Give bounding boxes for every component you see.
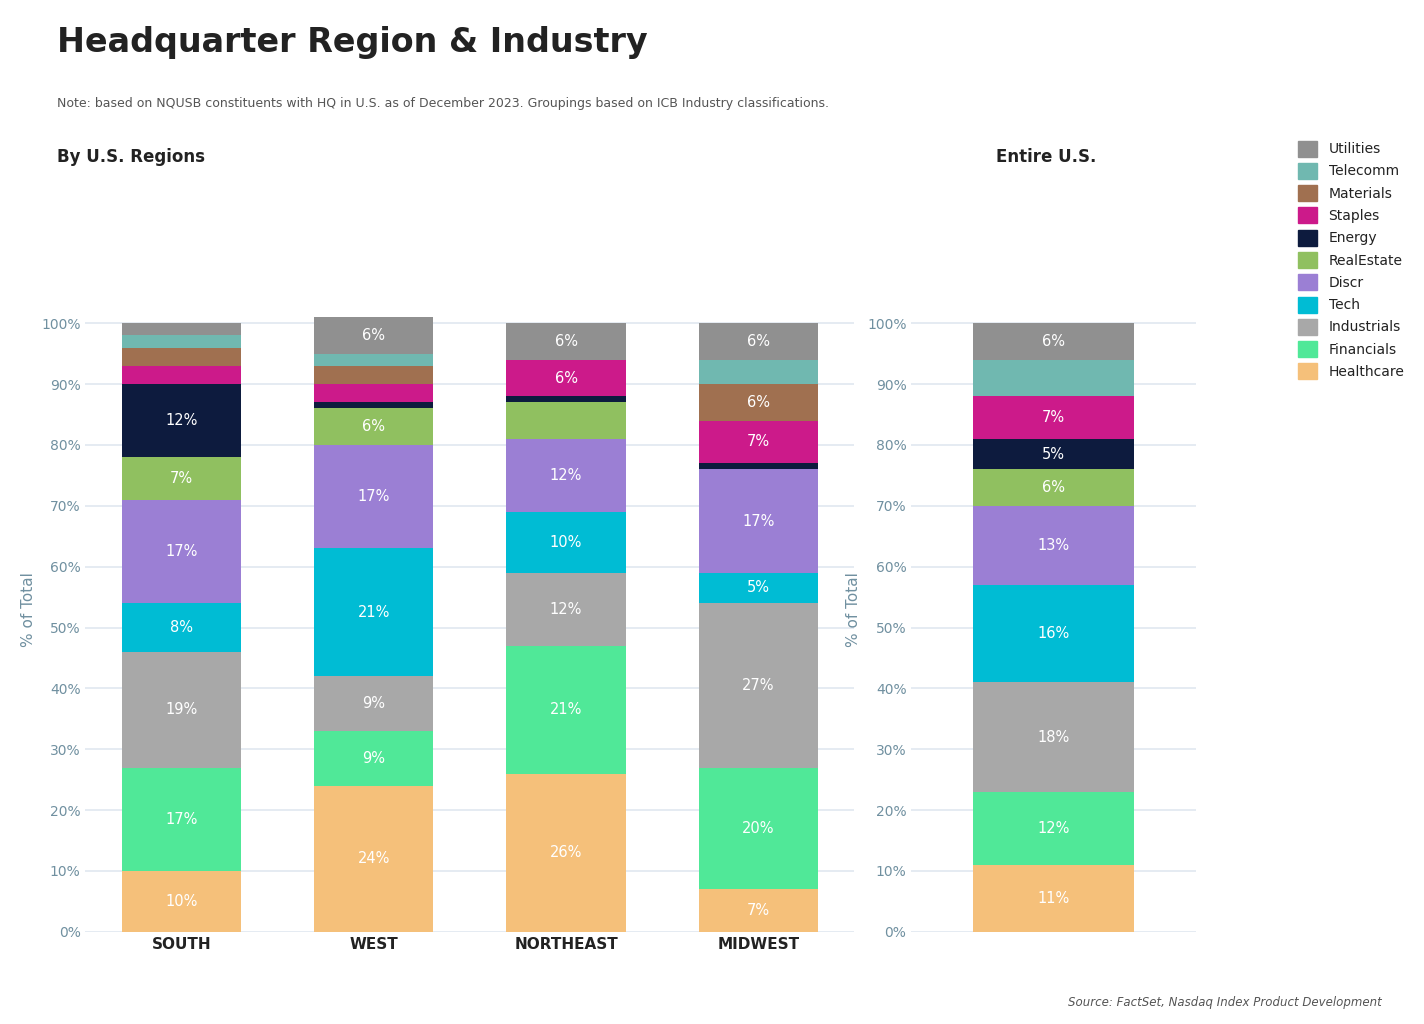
Text: 21%: 21%: [357, 605, 390, 620]
Bar: [699, 603, 817, 768]
Text: 17%: 17%: [165, 812, 198, 826]
Text: 7%: 7%: [746, 903, 770, 919]
Bar: [315, 353, 433, 366]
Text: 26%: 26%: [550, 845, 582, 860]
Bar: [122, 324, 241, 336]
Bar: [315, 785, 433, 932]
Bar: [122, 871, 241, 932]
Text: 12%: 12%: [1038, 821, 1069, 836]
Bar: [507, 773, 625, 932]
Text: 5%: 5%: [746, 581, 770, 596]
Text: 12%: 12%: [550, 468, 582, 483]
Bar: [699, 463, 817, 469]
Text: 7%: 7%: [746, 434, 770, 450]
Bar: [699, 384, 817, 421]
Text: 20%: 20%: [742, 821, 775, 836]
Bar: [974, 469, 1134, 506]
Text: 19%: 19%: [165, 702, 198, 717]
Bar: [315, 317, 433, 353]
Legend: Utilities, Telecomm, Materials, Staples, Energy, RealEstate, Discr, Tech, Indust: Utilities, Telecomm, Materials, Staples,…: [1293, 135, 1410, 385]
Bar: [507, 359, 625, 396]
Bar: [974, 396, 1134, 439]
Text: 9%: 9%: [362, 751, 386, 766]
Bar: [315, 366, 433, 384]
Text: Entire U.S.: Entire U.S.: [997, 148, 1096, 167]
Text: 12%: 12%: [165, 413, 198, 428]
Bar: [315, 731, 433, 785]
Bar: [122, 366, 241, 384]
Text: 12%: 12%: [550, 602, 582, 616]
Bar: [699, 572, 817, 603]
Bar: [507, 646, 625, 773]
Bar: [974, 585, 1134, 682]
Text: 6%: 6%: [554, 371, 578, 385]
Bar: [699, 421, 817, 463]
Bar: [507, 439, 625, 512]
Text: 6%: 6%: [746, 334, 770, 349]
Text: 6%: 6%: [746, 395, 770, 410]
Text: 16%: 16%: [1038, 626, 1069, 641]
Y-axis label: % of Total: % of Total: [20, 571, 36, 647]
Text: Headquarter Region & Industry: Headquarter Region & Industry: [57, 26, 648, 58]
Text: 7%: 7%: [1042, 410, 1065, 425]
Bar: [974, 682, 1134, 792]
Text: 11%: 11%: [1038, 891, 1069, 906]
Bar: [315, 409, 433, 445]
Text: 6%: 6%: [554, 334, 578, 349]
Text: 24%: 24%: [357, 851, 390, 866]
Bar: [507, 396, 625, 402]
Text: 6%: 6%: [1042, 334, 1065, 349]
Bar: [974, 506, 1134, 585]
Text: 18%: 18%: [1038, 729, 1069, 744]
Bar: [699, 768, 817, 889]
Bar: [507, 572, 625, 646]
Text: 21%: 21%: [550, 702, 582, 717]
Bar: [315, 549, 433, 676]
Bar: [315, 445, 433, 549]
Bar: [699, 469, 817, 572]
Bar: [122, 336, 241, 347]
Bar: [122, 347, 241, 366]
Text: 5%: 5%: [1042, 446, 1065, 462]
Bar: [507, 324, 625, 359]
Text: By U.S. Regions: By U.S. Regions: [57, 148, 205, 167]
Bar: [974, 324, 1134, 359]
Text: 8%: 8%: [169, 621, 194, 635]
Text: 6%: 6%: [1042, 480, 1065, 495]
Bar: [315, 676, 433, 731]
Bar: [122, 768, 241, 871]
Text: 17%: 17%: [165, 544, 198, 559]
Text: Note: based on NQUSB constituents with HQ in U.S. as of December 2023. Groupings: Note: based on NQUSB constituents with H…: [57, 97, 829, 111]
Text: 7%: 7%: [169, 471, 194, 486]
Bar: [122, 457, 241, 500]
Y-axis label: % of Total: % of Total: [846, 571, 862, 647]
Text: 10%: 10%: [165, 894, 198, 909]
Bar: [974, 439, 1134, 469]
Bar: [699, 324, 817, 359]
Text: 9%: 9%: [362, 696, 386, 711]
Bar: [507, 402, 625, 439]
Bar: [699, 889, 817, 932]
Text: 17%: 17%: [357, 489, 390, 504]
Bar: [315, 402, 433, 409]
Bar: [507, 512, 625, 572]
Bar: [122, 500, 241, 603]
Text: 27%: 27%: [742, 678, 775, 693]
Text: 17%: 17%: [742, 513, 775, 528]
Text: Source: FactSet, Nasdaq Index Product Development: Source: FactSet, Nasdaq Index Product De…: [1068, 995, 1381, 1009]
Bar: [122, 652, 241, 768]
Bar: [699, 359, 817, 384]
Text: 10%: 10%: [550, 535, 582, 550]
Bar: [122, 603, 241, 652]
Bar: [122, 384, 241, 457]
Bar: [974, 359, 1134, 396]
Bar: [974, 792, 1134, 865]
Text: 6%: 6%: [362, 328, 386, 343]
Bar: [315, 384, 433, 402]
Text: 6%: 6%: [362, 419, 386, 434]
Text: 13%: 13%: [1038, 538, 1069, 553]
Bar: [974, 865, 1134, 932]
